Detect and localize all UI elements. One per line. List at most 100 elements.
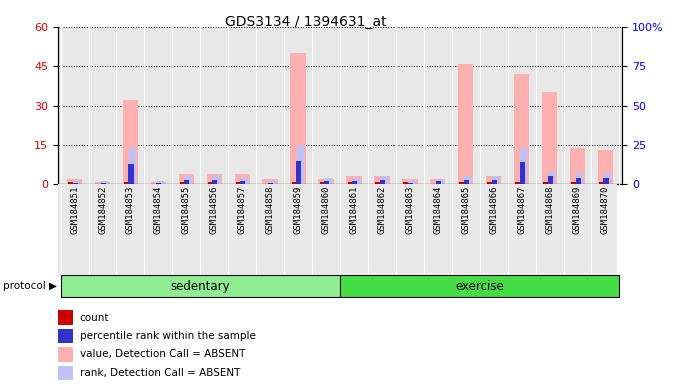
Bar (374, 177, 390, 184)
Bar (151, 182, 166, 184)
Bar (458, 64, 473, 184)
Bar (547, 177, 553, 184)
Bar (492, 177, 499, 184)
Bar (185, 177, 192, 184)
Bar (520, 148, 528, 184)
Bar (548, 172, 556, 184)
Bar (236, 182, 241, 184)
Bar (101, 183, 105, 184)
Text: sedentary: sedentary (171, 280, 230, 293)
Bar (297, 145, 304, 184)
Bar (346, 177, 362, 184)
Text: protocol ▶: protocol ▶ (3, 281, 57, 291)
Bar (73, 183, 78, 184)
Text: GDS3134 / 1394631_at: GDS3134 / 1394631_at (225, 15, 387, 29)
Text: GSM184858: GSM184858 (266, 186, 275, 235)
Text: GSM184853: GSM184853 (126, 186, 135, 235)
Bar (180, 182, 185, 184)
Bar (543, 182, 548, 184)
Bar (514, 74, 529, 184)
Bar (61, 275, 340, 297)
Bar (340, 275, 619, 297)
Bar (124, 182, 129, 184)
Text: GSM184851: GSM184851 (70, 186, 79, 235)
Bar (208, 182, 213, 184)
Text: GSM184859: GSM184859 (294, 186, 303, 235)
Bar (129, 164, 133, 184)
Bar (129, 148, 136, 184)
Bar (520, 162, 525, 184)
Bar (459, 182, 464, 184)
Bar (320, 182, 324, 184)
Bar (184, 180, 190, 184)
Text: GSM184857: GSM184857 (238, 186, 247, 235)
Bar (179, 174, 194, 184)
Text: GSM184865: GSM184865 (461, 186, 471, 235)
Text: GSM184861: GSM184861 (350, 186, 358, 235)
Text: GSM184867: GSM184867 (517, 186, 526, 235)
Bar (318, 179, 334, 184)
Bar (269, 181, 276, 184)
Bar (464, 180, 469, 184)
Bar (380, 180, 385, 184)
Bar (325, 178, 332, 184)
Bar (604, 173, 611, 184)
Bar (515, 182, 520, 184)
Text: GSM184868: GSM184868 (545, 186, 554, 235)
Text: GSM184855: GSM184855 (182, 186, 191, 235)
Bar (212, 180, 218, 184)
Bar (430, 179, 445, 184)
Bar (408, 183, 413, 184)
Bar (464, 177, 471, 184)
Bar (436, 181, 441, 184)
Bar (240, 181, 245, 184)
Bar (347, 182, 352, 184)
Text: GSM184854: GSM184854 (154, 186, 163, 235)
Bar (575, 178, 581, 184)
Bar (241, 178, 248, 184)
Text: percentile rank within the sample: percentile rank within the sample (80, 331, 256, 341)
Bar (570, 147, 585, 184)
Text: rank, Detection Call = ABSENT: rank, Detection Call = ABSENT (80, 368, 240, 378)
Bar (403, 182, 409, 184)
Bar (492, 180, 497, 184)
Bar (603, 178, 609, 184)
Bar (213, 175, 220, 184)
Bar (402, 179, 418, 184)
Bar (262, 179, 278, 184)
Bar (207, 174, 222, 184)
Bar (157, 181, 164, 184)
Bar (290, 53, 306, 184)
Text: GSM184856: GSM184856 (209, 186, 219, 235)
Text: GSM184862: GSM184862 (377, 186, 386, 235)
Bar (95, 182, 110, 184)
Bar (101, 181, 108, 184)
Bar (235, 174, 250, 184)
Text: count: count (80, 313, 109, 323)
Bar (352, 181, 357, 184)
Bar (381, 177, 388, 184)
Bar (268, 183, 273, 184)
Bar (296, 161, 301, 184)
Bar (409, 181, 415, 184)
Bar (73, 181, 80, 184)
Bar (68, 182, 73, 184)
Bar (486, 177, 501, 184)
Bar (488, 182, 492, 184)
Bar (437, 180, 443, 184)
Bar (123, 100, 138, 184)
Bar (576, 173, 583, 184)
Text: GSM184860: GSM184860 (322, 186, 330, 235)
Bar (599, 182, 604, 184)
Text: GSM184852: GSM184852 (98, 186, 107, 235)
Text: GSM184866: GSM184866 (489, 186, 498, 235)
Text: GSM184869: GSM184869 (573, 186, 582, 235)
Text: exercise: exercise (456, 280, 504, 293)
Text: GSM184864: GSM184864 (433, 186, 442, 235)
Text: value, Detection Call = ABSENT: value, Detection Call = ABSENT (80, 349, 245, 359)
Bar (156, 183, 161, 184)
Bar (292, 182, 296, 184)
Text: GSM184870: GSM184870 (601, 186, 610, 235)
Text: GSM184863: GSM184863 (405, 186, 414, 235)
Bar (67, 179, 82, 184)
